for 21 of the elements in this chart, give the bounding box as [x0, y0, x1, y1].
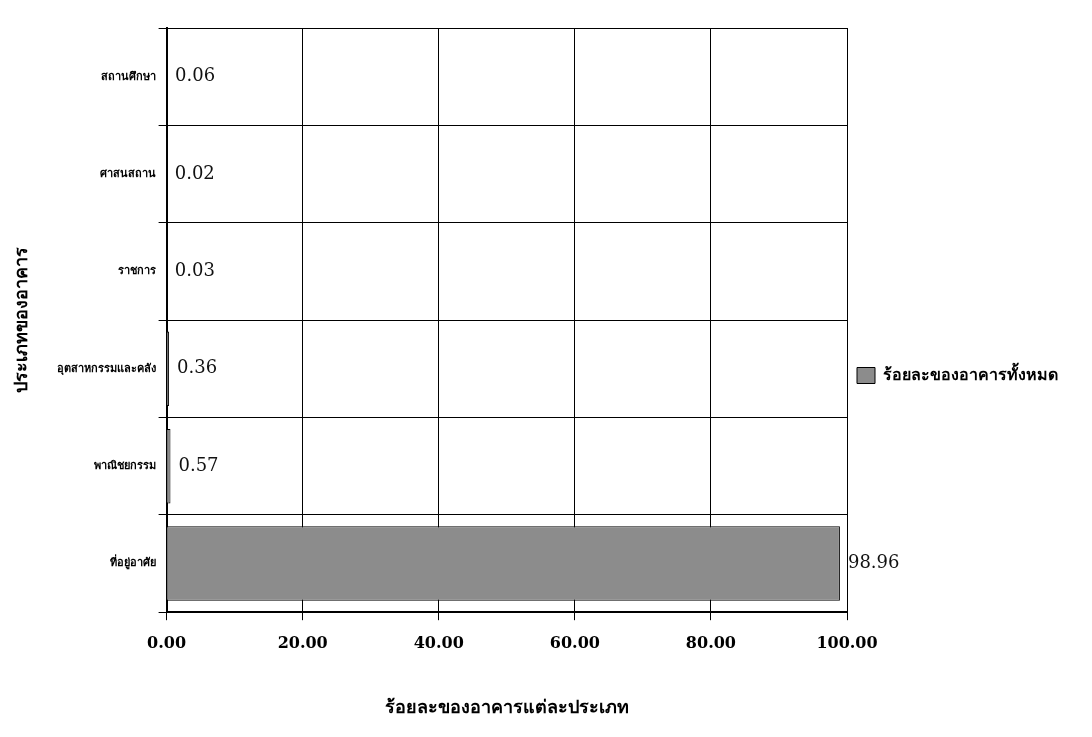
data-label: 0.02 [174, 161, 215, 183]
x-tick-label: 20.00 [277, 632, 328, 652]
y-tick-label: อุตสาหกรรมและคลัง [56, 361, 156, 376]
y-tick-label: ที่อยู่อาศัย [109, 554, 156, 571]
data-label: 0.36 [177, 356, 218, 378]
x-tick-label: 0.00 [147, 632, 187, 652]
legend-label: ร้อยละของอาคารทั้งหมด [883, 361, 1058, 384]
x-axis-title: ร้อยละของอาคารแต่ละประเภท [384, 695, 629, 717]
data-label: 0.06 [175, 64, 216, 86]
x-tick-label: 40.00 [413, 632, 464, 652]
x-tick-label: 80.00 [685, 632, 736, 652]
data-label: 0.57 [178, 453, 219, 475]
y-tick-label: ศาสนสถาน [99, 166, 156, 180]
data-label: 0.03 [174, 259, 215, 281]
y-axis-title: ประเภทของอาคาร [10, 247, 32, 394]
x-tick-label: 100.00 [816, 632, 878, 652]
y-tick-label: ราชการ [117, 264, 156, 278]
x-tick-label: 60.00 [549, 632, 600, 652]
data-label: 98.96 [847, 551, 900, 573]
y-tick-label: สถานศึกษา [100, 69, 156, 83]
y-tick-label: พาณิชยกรรม [93, 459, 156, 473]
